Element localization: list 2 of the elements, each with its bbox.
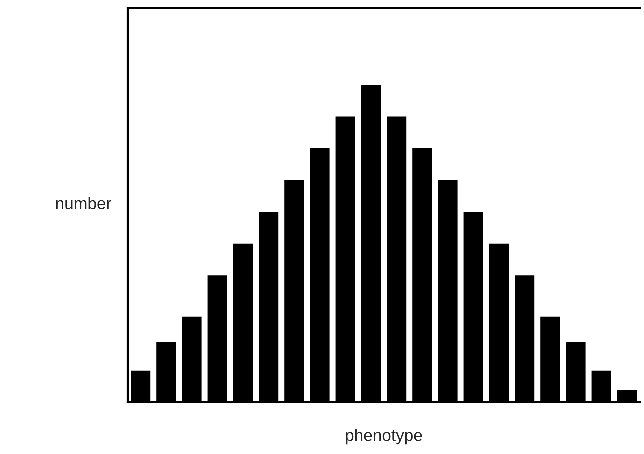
x-axis-title: phenotype [346,429,422,445]
y-axis-title: number [56,197,112,210]
